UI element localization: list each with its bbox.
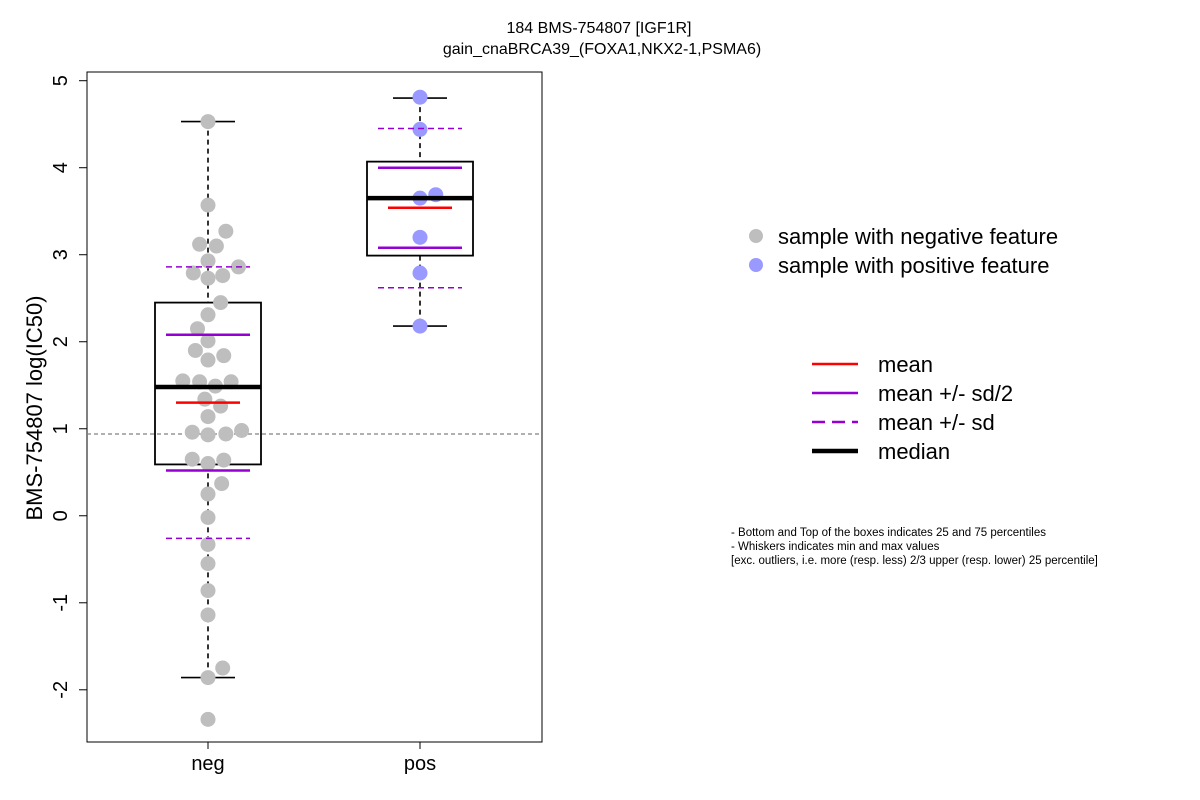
note-line: - Whiskers indicates min and max values (731, 541, 940, 553)
data-point (412, 121, 428, 137)
data-point (200, 670, 216, 686)
notes: - Bottom and Top of the boxes indicates … (731, 527, 1098, 567)
data-point (200, 270, 216, 286)
data-point (216, 452, 232, 468)
legend-line-label: mean +/- sd/2 (878, 381, 1013, 406)
legend-point-label: sample with negative feature (778, 224, 1058, 249)
y-tick-label: -1 (50, 594, 72, 612)
plot-frame (86, 71, 543, 743)
data-point (412, 89, 428, 105)
legend-line-label: mean +/- sd (878, 410, 995, 435)
data-point (208, 238, 224, 254)
data-point (200, 536, 216, 552)
data-point (214, 476, 230, 492)
data-point (213, 295, 229, 311)
data-point (185, 265, 201, 281)
data-point (200, 409, 216, 425)
data-point (187, 342, 203, 358)
data-point (175, 373, 191, 389)
note-line: - Bottom and Top of the boxes indicates … (731, 527, 1046, 539)
data-point (200, 583, 216, 599)
data-point (200, 114, 216, 130)
data-point (200, 253, 216, 269)
box (366, 160, 474, 257)
legend-point-marker (749, 258, 763, 272)
data-point (197, 391, 213, 407)
y-tick-label: 1 (50, 423, 72, 434)
data-point (200, 510, 216, 526)
data-point (200, 486, 216, 502)
data-point (200, 456, 216, 472)
data-point (200, 556, 216, 572)
chart-title: 184 BMS-754807 [IGF1R] (507, 20, 692, 37)
data-point (192, 236, 208, 252)
data-point (218, 426, 234, 442)
data-point (213, 398, 229, 414)
data-point (184, 424, 200, 440)
data-point (200, 427, 216, 443)
legend-point-label: sample with positive feature (778, 253, 1049, 278)
legend-line-label: median (878, 439, 950, 464)
data-point (200, 352, 216, 368)
data-point (234, 422, 250, 438)
data-point (412, 229, 428, 245)
y-tick-label: 0 (50, 510, 72, 521)
data-point (184, 451, 200, 467)
data-point (200, 197, 216, 213)
data-point (218, 223, 234, 239)
chart-subtitle: gain_cnaBRCA39_(FOXA1,NKX2-1,PSMA6) (443, 41, 761, 58)
data-point (200, 607, 216, 623)
data-point (200, 307, 216, 323)
y-tick-label: 5 (50, 75, 72, 86)
note-line: [exc. outliers, i.e. more (resp. less) 2… (731, 555, 1098, 567)
legend-line-label: mean (878, 352, 933, 377)
data-point (215, 660, 231, 676)
y-tick-label: -2 (50, 681, 72, 699)
x-tick-label: neg (191, 753, 224, 775)
data-point (216, 348, 232, 364)
y-tick-label: 2 (50, 336, 72, 347)
plot-area: -2 -1 0 1 2 3 4 5 neg pos (50, 71, 543, 775)
data-point (190, 321, 205, 337)
data-point (412, 265, 428, 281)
y-tick-label: 3 (50, 249, 72, 260)
legend: sample with negative feature sample with … (749, 224, 1058, 464)
data-point (200, 333, 216, 349)
x-tick-label: pos (404, 753, 436, 775)
data-point (412, 318, 428, 334)
y-tick-label: 4 (50, 162, 72, 173)
data-point (200, 711, 216, 727)
y-axis-label: BMS-754807 log(IC50) (22, 295, 47, 520)
data-point (215, 268, 231, 284)
legend-point-marker (749, 229, 763, 243)
